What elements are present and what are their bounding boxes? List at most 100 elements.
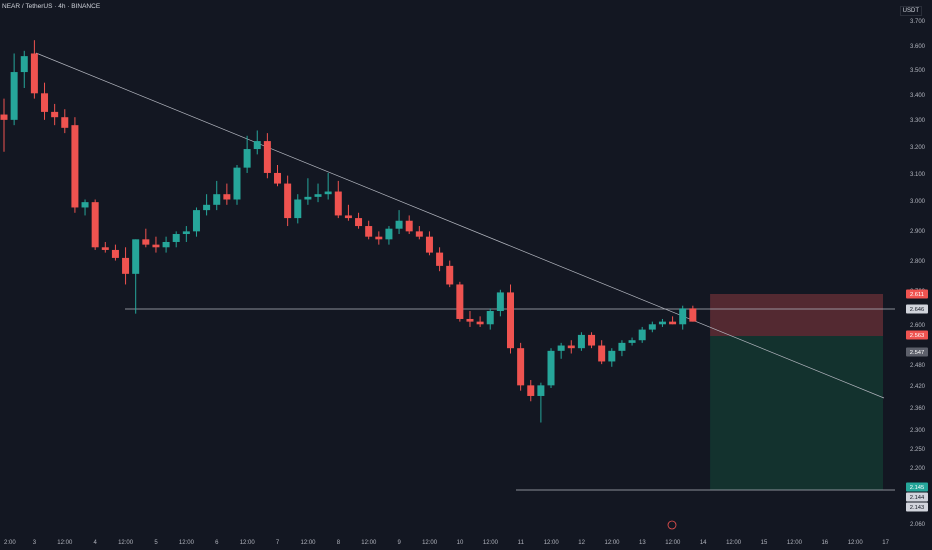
candle — [182, 226, 190, 242]
x-tick-label: 12:00 — [604, 540, 620, 546]
candle — [314, 183, 322, 203]
candle — [344, 204, 352, 221]
time-axis: 2:00 3 12:00 4 12:00 5 12:00 6 12:00 7 12:00 8 12:00… — [4, 540, 890, 546]
candle-body — [172, 234, 180, 242]
candle-body — [71, 125, 79, 208]
candle-body — [10, 72, 18, 120]
candle-body — [334, 191, 342, 216]
y-tick-label: 2.600 — [910, 323, 926, 329]
price-tag: 2.144 — [906, 492, 928, 502]
candle-body — [314, 194, 322, 197]
x-tick-label: 10 — [457, 540, 464, 546]
candle — [223, 183, 231, 205]
price-tag: 2.547 — [906, 347, 928, 357]
candle-body — [537, 385, 545, 396]
candle-body — [375, 236, 383, 240]
price-tag-bg — [906, 289, 928, 299]
y-tick-label: 3.700 — [910, 19, 926, 25]
candle-body — [598, 345, 606, 362]
candle-body — [517, 348, 525, 386]
stop-loss-zone — [710, 294, 883, 336]
candle — [334, 180, 342, 219]
candle-body — [294, 199, 302, 219]
x-tick-label: 3 — [33, 540, 37, 546]
candle — [365, 220, 373, 240]
candle-body — [689, 308, 697, 322]
candle — [648, 321, 656, 333]
price-tag-label: 2.145 — [910, 485, 925, 491]
candle — [152, 236, 160, 253]
candle-body — [588, 334, 596, 346]
x-tick-label: 13 — [639, 540, 646, 546]
y-tick-label: 2.250 — [910, 447, 926, 453]
candle-body — [91, 202, 99, 248]
price-tag: 2.563 — [906, 330, 928, 340]
price-tag: 2.143 — [906, 502, 928, 512]
candle-body — [405, 220, 413, 232]
candle-body — [132, 239, 140, 274]
candle — [142, 228, 150, 248]
misc-markers — [667, 520, 677, 530]
candle — [466, 311, 474, 327]
y-tick-label: 2.900 — [910, 229, 926, 235]
candle-body — [658, 321, 666, 325]
x-tick-label: 7 — [276, 540, 280, 546]
y-tick-label: 2.480 — [910, 363, 926, 369]
candle-body — [162, 241, 170, 248]
chart-header: NEAR / TetherUS · 4h · BINANCE — [2, 3, 100, 10]
candle — [294, 194, 302, 224]
x-tick-label: 12:00 — [361, 540, 377, 546]
x-tick-label: 5 — [154, 540, 158, 546]
x-tick-label: 12 — [578, 540, 585, 546]
price-tag-label: 2.144 — [910, 495, 925, 501]
candle — [486, 308, 494, 330]
x-tick-label: 9 — [398, 540, 402, 546]
candle — [355, 212, 363, 229]
candle-body — [486, 311, 494, 325]
candle-body — [213, 194, 221, 205]
x-tick-label: 6 — [215, 540, 219, 546]
y-tick-label: 3.100 — [910, 172, 926, 178]
candle-body — [192, 210, 200, 232]
price-tag: 2.145 — [906, 482, 928, 492]
candle — [253, 130, 261, 155]
candle — [274, 164, 282, 187]
candle — [517, 342, 525, 391]
candle-body — [61, 117, 69, 128]
exchange-label: BINANCE — [71, 3, 101, 10]
candle — [263, 133, 271, 179]
y-tick-label: 2.200 — [910, 466, 926, 472]
price-tag-bg — [906, 304, 928, 314]
x-tick-label: 12:00 — [179, 540, 195, 546]
candle — [20, 50, 28, 88]
y-tick-label: 3.400 — [910, 93, 926, 99]
candle — [71, 117, 79, 213]
candle — [618, 340, 626, 357]
candle-body — [567, 345, 575, 349]
candle-body — [81, 202, 89, 208]
y-tick-label: 2.420 — [910, 384, 926, 390]
candle — [537, 382, 545, 423]
price-tag-label: 2.611 — [910, 292, 924, 298]
candle-body — [182, 231, 190, 235]
candle-body — [425, 236, 433, 253]
candle — [507, 284, 514, 354]
candle-body — [324, 191, 332, 195]
x-tick-label: 12:00 — [300, 540, 316, 546]
candle — [324, 172, 332, 200]
candle — [405, 215, 413, 235]
candle-body — [274, 172, 282, 184]
candle-body — [41, 93, 49, 112]
candle — [132, 239, 140, 314]
x-tick-label: 12:00 — [787, 540, 803, 546]
candle-body — [233, 167, 241, 200]
symbol-label: NEAR / TetherUS — [2, 3, 53, 10]
candle — [638, 326, 646, 343]
y-tick-label: 2.060 — [910, 522, 926, 528]
candle-body — [30, 53, 38, 94]
x-tick-label: 12:00 — [57, 540, 73, 546]
candle-body — [152, 244, 160, 248]
candle — [436, 247, 444, 272]
candle-body — [628, 340, 636, 343]
